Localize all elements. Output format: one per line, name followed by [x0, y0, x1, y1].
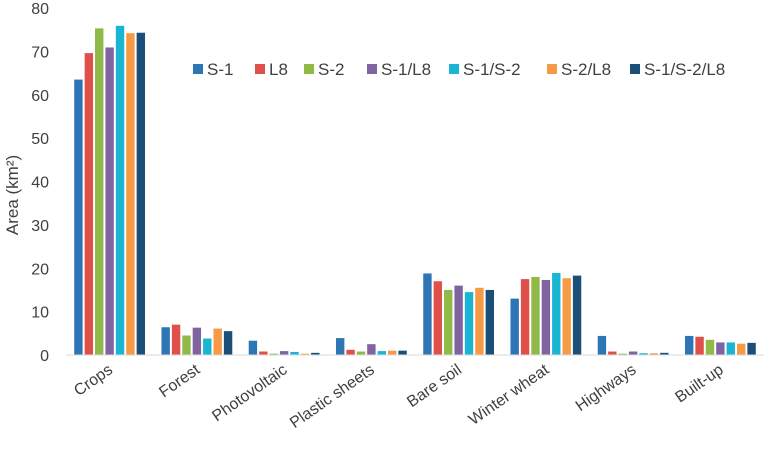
bar-built-up-s-1	[684, 335, 694, 355]
bar-photovoltaic-s-1	[248, 340, 258, 355]
legend-swatch	[449, 64, 459, 74]
legend-label: S-2/L8	[561, 60, 611, 79]
bar-forest-s-2-l8	[213, 328, 222, 355]
x-tick-label: Forest	[156, 361, 203, 401]
x-tick-label: Crops	[71, 361, 116, 399]
bar-built-up-s-1-s-2-l8	[747, 342, 756, 355]
legend-label: S-2	[318, 60, 344, 79]
legend-label: S-1	[207, 60, 233, 79]
bar-crops-s-1-l8	[105, 47, 114, 355]
bar-bare-soil-s-1-s-2	[464, 292, 474, 355]
y-tick-label: 30	[31, 218, 49, 235]
y-tick-label: 70	[31, 44, 49, 61]
legend-label: S-1/S-2	[463, 60, 521, 79]
y-tick-label: 20	[31, 261, 49, 278]
bar-plastic-sheets-s-1-s-2	[377, 351, 386, 355]
bar-photovoltaic-s-1-s-2-l8	[311, 352, 320, 355]
x-tick-label: Plastic sheets	[287, 361, 378, 432]
bar-highways-l8	[608, 351, 617, 355]
bar-bare-soil-s-2-l8	[475, 287, 484, 355]
x-tick-label: Bare soil	[404, 361, 465, 411]
legend-swatch	[304, 64, 314, 74]
y-tick-label: 80	[31, 1, 49, 18]
x-tick-label: Winter wheat	[466, 361, 553, 429]
legend-label: S-1/S-2/L8	[644, 60, 725, 79]
bar-built-up-s-2-l8	[736, 343, 746, 355]
legend-swatch	[367, 64, 377, 74]
bar-built-up-l8	[695, 336, 704, 355]
bar-highways-s-2	[618, 353, 627, 355]
legend-label: L8	[269, 60, 288, 79]
bar-bare-soil-l8	[433, 281, 443, 355]
bar-crops-l8	[84, 53, 94, 356]
bar-photovoltaic-s-2	[269, 353, 278, 355]
bar-winter-wheat-s-2	[531, 276, 540, 355]
bar-forest-s-1	[161, 327, 170, 355]
legend-swatch	[547, 64, 557, 74]
bar-forest-s-1-s-2-l8	[223, 331, 233, 355]
bar-plastic-sheets-s-1-s-2-l8	[398, 350, 407, 355]
bar-plastic-sheets-s-1	[335, 338, 345, 355]
bar-highways-s-1	[597, 335, 607, 355]
bar-forest-l8	[171, 324, 181, 355]
y-tick-label: 60	[31, 88, 49, 105]
bar-photovoltaic-l8	[259, 351, 268, 355]
bar-highways-s-1-s-2-l8	[660, 352, 669, 355]
x-tick-label: Built-up	[672, 361, 726, 406]
bar-forest-s-2	[182, 335, 191, 355]
bar-plastic-sheets-s-2	[356, 351, 366, 355]
y-tick-label: 50	[31, 131, 49, 148]
x-tick-label: Highways	[573, 361, 640, 415]
bar-crops-s-2-l8	[126, 33, 135, 355]
bar-crops-s-1-s-2	[115, 25, 125, 356]
bar-built-up-s-2	[705, 339, 715, 355]
bar-highways-s-2-l8	[649, 353, 659, 355]
bar-built-up-s-1-l8	[716, 342, 725, 355]
y-axis-title-group: Area (km²)	[3, 155, 22, 235]
bar-series	[74, 25, 756, 356]
bar-winter-wheat-s-1	[510, 298, 519, 355]
bar-bare-soil-s-1-l8	[454, 285, 463, 355]
bar-winter-wheat-s-1-s-2	[552, 273, 561, 355]
bar-bare-soil-s-1	[423, 273, 432, 355]
y-tick-label: 10	[31, 305, 49, 322]
y-tick-labels: 0 10 20 30 40 50 60 70 80	[31, 1, 49, 365]
bar-photovoltaic-s-1-l8	[279, 351, 289, 355]
bar-plastic-sheets-s-1-l8	[367, 344, 376, 355]
y-tick-label: 40	[31, 175, 49, 192]
bar-highways-s-1-s-2	[639, 353, 648, 355]
bar-crops-s-2	[95, 28, 104, 355]
legend: S-1 L8 S-2 S-1/L8 S-1/S-2 S-2/L8 S-1/S-2/L8	[193, 60, 725, 79]
bar-highways-s-1-l8	[628, 351, 638, 355]
bar-plastic-sheets-s-2-l8	[387, 350, 397, 355]
y-axis-title: Area (km²)	[3, 155, 22, 235]
bar-crops-s-1	[74, 79, 83, 355]
legend-swatch	[255, 64, 265, 74]
legend-label: S-1/L8	[381, 60, 431, 79]
bar-forest-s-1-l8	[192, 327, 202, 355]
bar-winter-wheat-s-1-s-2-l8	[572, 275, 582, 355]
bar-built-up-s-1-s-2	[726, 342, 735, 355]
bar-forest-s-1-s-2	[203, 338, 212, 355]
bar-photovoltaic-s-1-s-2	[290, 351, 299, 355]
bar-winter-wheat-l8	[520, 279, 530, 355]
bar-crops-s-1-s-2-l8	[136, 32, 146, 355]
bar-bare-soil-s-2	[444, 289, 453, 355]
bar-winter-wheat-s-1-l8	[541, 279, 551, 355]
legend-swatch	[193, 64, 203, 74]
bar-bare-soil-s-1-s-2-l8	[485, 289, 495, 355]
bar-photovoltaic-s-2-l8	[300, 353, 310, 355]
x-tick-label: Photovoltaic	[209, 361, 290, 425]
bar-plastic-sheets-l8	[346, 349, 355, 355]
y-tick-label: 0	[40, 348, 49, 365]
legend-swatch	[630, 64, 640, 74]
bar-winter-wheat-s-2-l8	[562, 278, 571, 355]
